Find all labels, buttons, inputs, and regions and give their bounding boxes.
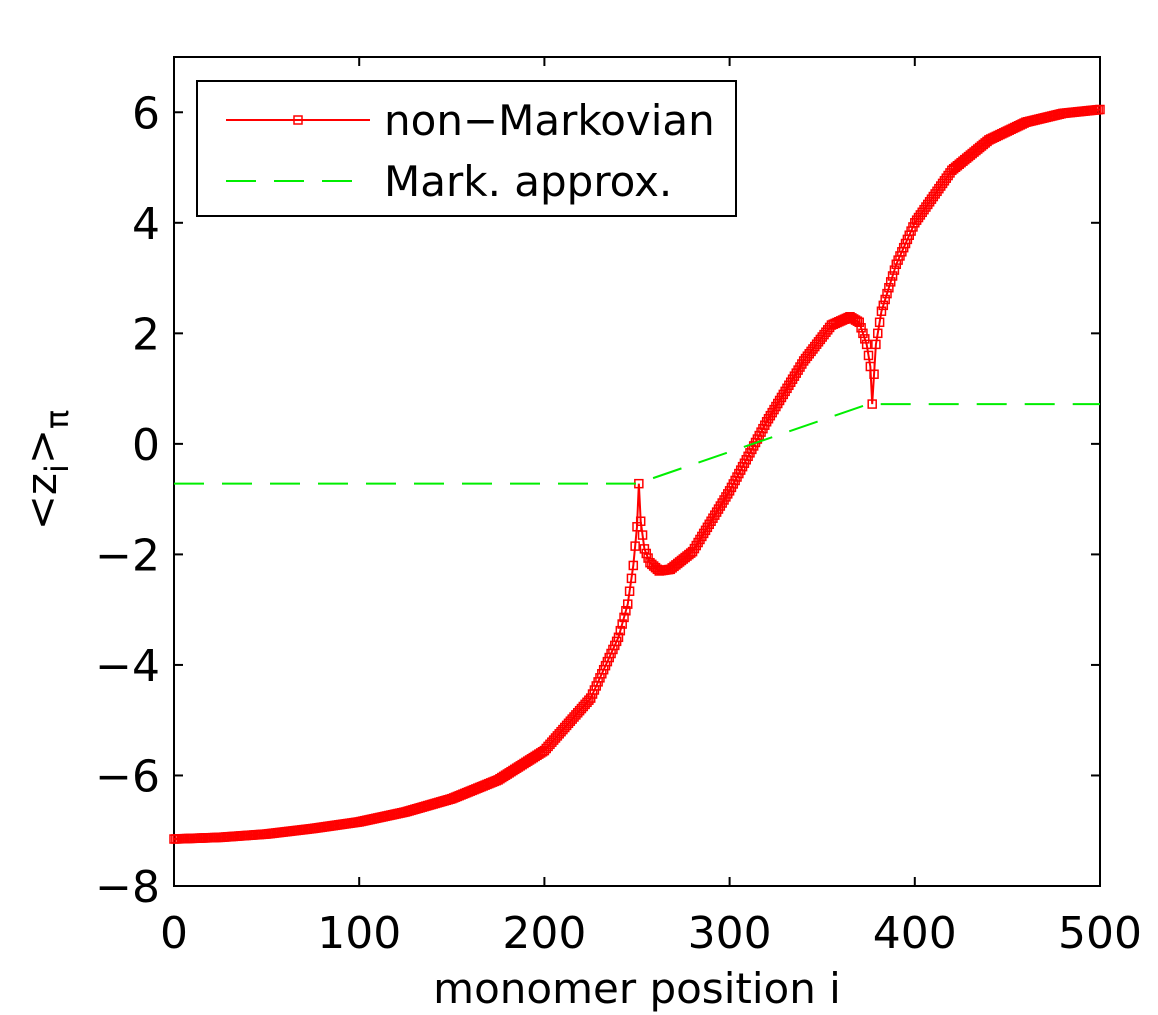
series-line-1 — [174, 403, 1100, 485]
data-point — [863, 350, 874, 361]
data-point — [880, 294, 890, 305]
data-point — [630, 541, 640, 551]
legend: non−Markovian Mark. approx. — [196, 80, 737, 217]
y-label-close: > — [17, 429, 66, 464]
data-point — [613, 632, 624, 643]
y-tick-label: 0 — [132, 420, 160, 471]
data-point — [615, 625, 626, 636]
data-point — [869, 369, 879, 379]
y-tick-label: 2 — [132, 309, 160, 360]
data-point — [854, 317, 864, 328]
legend-box — [196, 80, 737, 217]
data-point — [621, 606, 631, 616]
data-point — [871, 339, 881, 350]
data-point — [637, 530, 648, 540]
x-tick-label: 200 — [502, 908, 586, 959]
data-point — [889, 265, 900, 275]
series-layer — [169, 104, 1105, 844]
y-tick-label: −6 — [95, 751, 160, 802]
y-tick-label: 4 — [132, 199, 160, 250]
data-point — [885, 277, 896, 287]
legend-label-markov: Mark. approx. — [384, 157, 672, 206]
data-point — [619, 612, 629, 623]
x-tick-label: 500 — [1058, 908, 1142, 959]
data-point — [1095, 104, 1105, 115]
y-tick-label: −4 — [95, 641, 160, 692]
data-point — [884, 282, 894, 293]
x-tick-label: 300 — [688, 908, 772, 959]
x-axis: 0 100 200 300 400 500 — [160, 57, 1142, 959]
data-point — [628, 560, 639, 571]
data-point — [617, 619, 627, 629]
data-point — [882, 288, 892, 299]
data-point — [873, 328, 883, 339]
y-axis: −8 −6 −4 −2 0 2 4 6 — [95, 88, 1100, 913]
data-point — [856, 323, 866, 333]
data-point — [878, 300, 889, 311]
data-point — [887, 271, 898, 281]
data-point — [876, 306, 887, 316]
data-point — [635, 516, 646, 526]
x-tick-label: 0 — [160, 908, 188, 959]
y-label-sub2: π — [38, 410, 76, 429]
data-point — [624, 586, 635, 596]
x-axis-label: monomer position i — [433, 964, 841, 1013]
data-point — [626, 573, 637, 584]
series-markers-0 — [169, 104, 1105, 844]
data-point — [858, 328, 868, 339]
data-point — [860, 334, 870, 344]
y-tick-label: −8 — [95, 862, 160, 913]
data-point — [861, 339, 872, 350]
data-point — [622, 599, 633, 609]
legend-label-nonmarkovian: non−Markovian — [384, 96, 715, 145]
y-tick-label: −2 — [95, 530, 160, 581]
x-tick-label: 100 — [317, 908, 401, 959]
y-axis-label: <zi>π — [17, 410, 76, 531]
y-tick-label: 6 — [132, 88, 160, 139]
y-label-main: <z — [17, 473, 66, 530]
data-point — [867, 399, 877, 409]
y-label-sub: i — [38, 464, 76, 473]
x-tick-label: 400 — [873, 908, 957, 959]
svg-text:<zi>π: <zi>π — [17, 410, 76, 531]
data-point — [874, 317, 885, 328]
legend-marker-nonmarkovian — [293, 115, 303, 125]
